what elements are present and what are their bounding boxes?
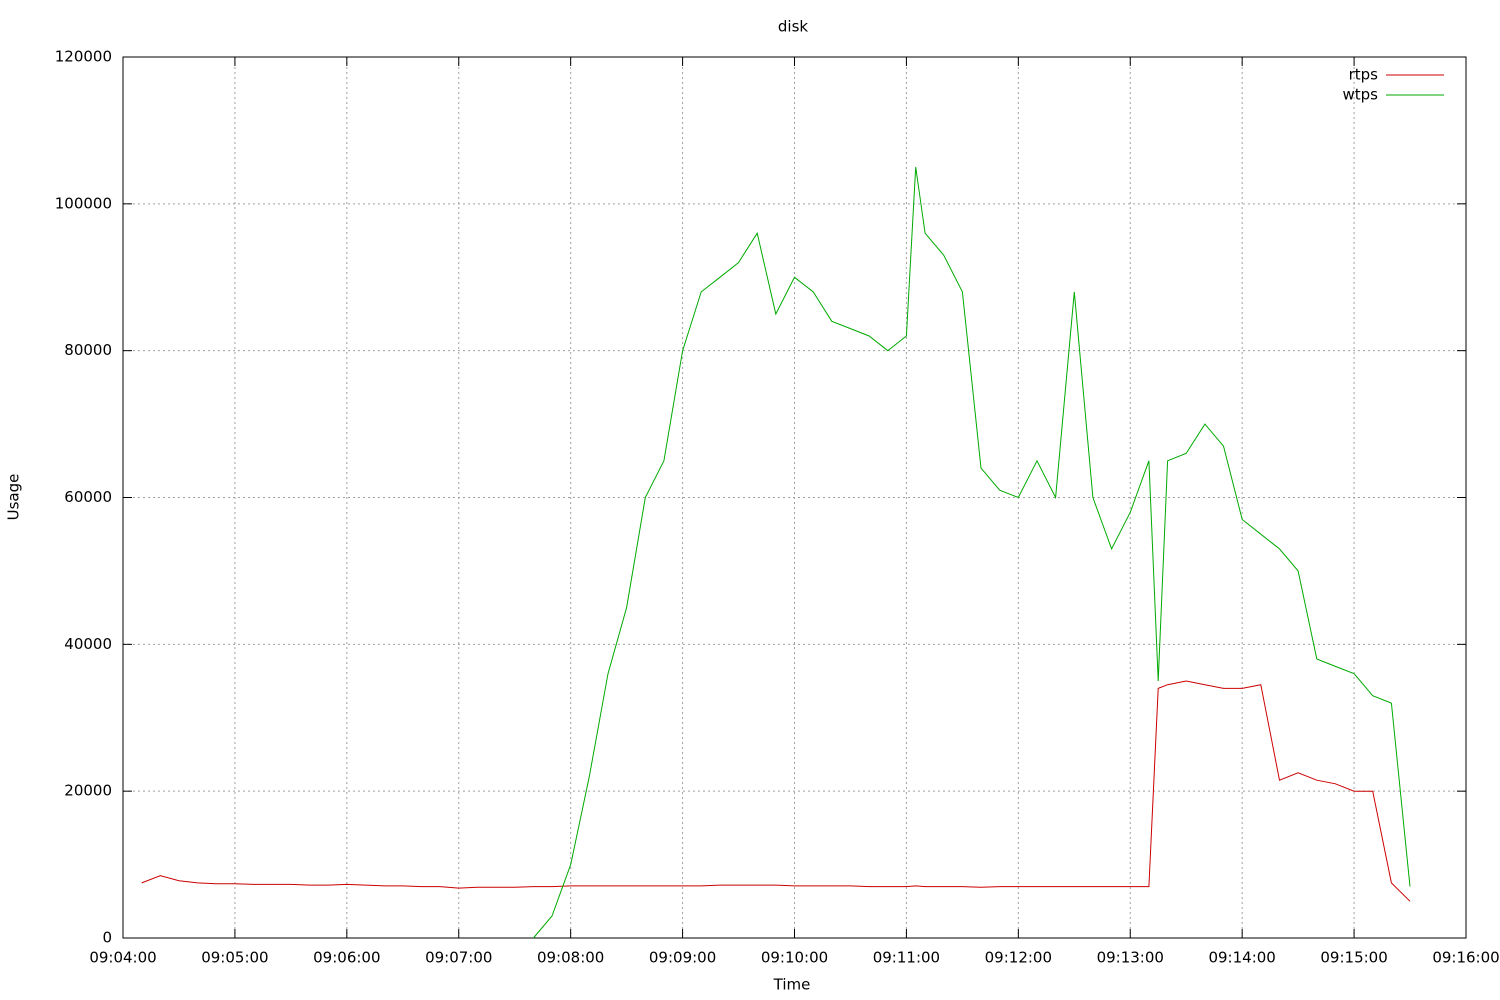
chart-title: disk: [778, 18, 809, 36]
x-tick-label: 09:14:00: [1208, 949, 1275, 967]
x-tick-label: 09:12:00: [985, 949, 1052, 967]
x-tick-label: 09:11:00: [873, 949, 940, 967]
x-tick-label: 09:15:00: [1320, 949, 1387, 967]
y-tick-label: 100000: [55, 194, 112, 212]
x-tick-label: 09:10:00: [761, 949, 828, 967]
plot-border: [122, 56, 1467, 939]
x-tick-label: 09:05:00: [201, 949, 268, 967]
x-tick-label: 09:13:00: [1097, 949, 1164, 967]
x-tick-label: 09:09:00: [649, 949, 716, 967]
x-tick-label: 09:16:00: [1432, 949, 1499, 967]
y-tick-label: 120000: [55, 48, 112, 66]
y-tick-label: 0: [102, 929, 112, 947]
y-tick-label: 80000: [64, 341, 112, 359]
y-tick-label: 60000: [64, 488, 112, 506]
legend-label: rtps: [1349, 66, 1379, 84]
y-tick-label: 20000: [64, 782, 112, 800]
x-axis-label: Time: [773, 976, 811, 994]
data-line: [141, 680, 1411, 902]
x-tick-label: 09:04:00: [89, 949, 156, 967]
y-tick-label: 40000: [64, 635, 112, 653]
y-axis-label: Usage: [5, 474, 23, 521]
legend-label: wtps: [1343, 86, 1379, 104]
data-line: [533, 167, 1411, 939]
x-tick-label: 09:06:00: [313, 949, 380, 967]
x-tick-label: 09:07:00: [425, 949, 492, 967]
x-tick-label: 09:08:00: [537, 949, 604, 967]
